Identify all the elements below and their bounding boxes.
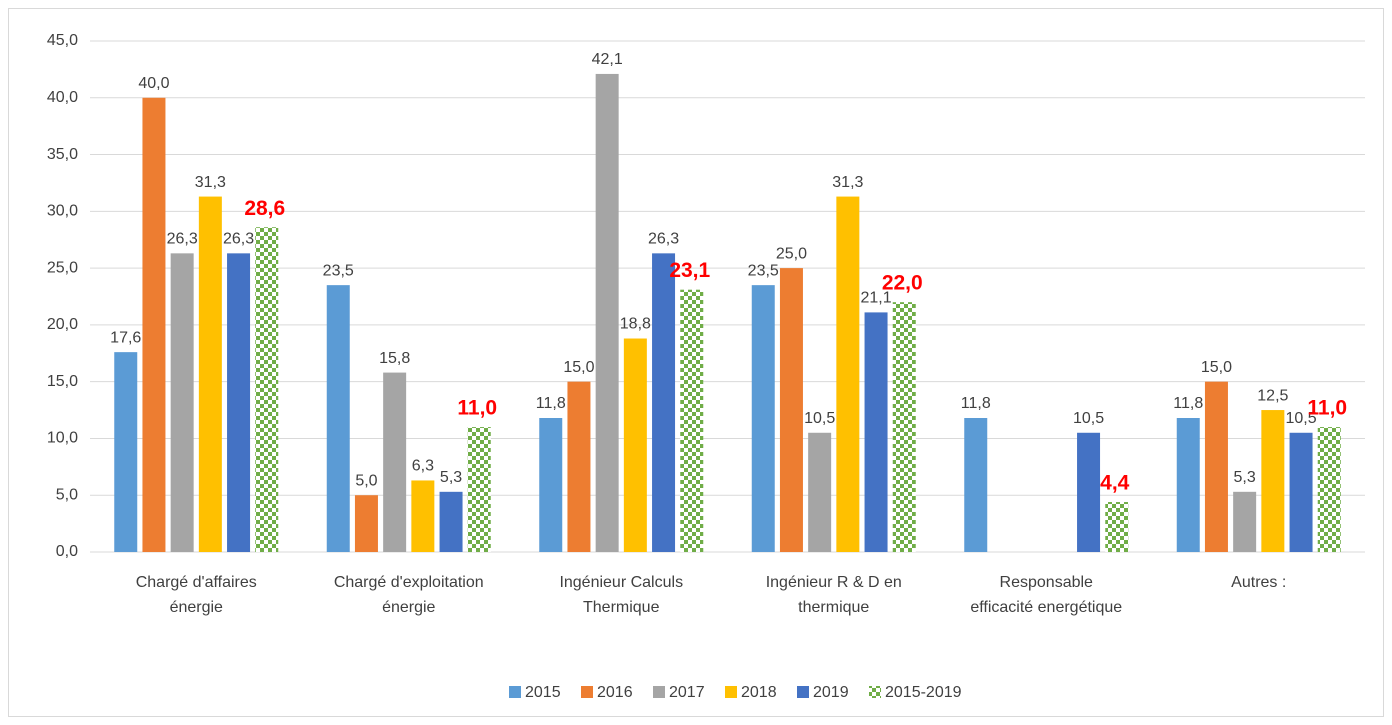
x-tick-label: Chargé d'exploitation énergie: [333, 574, 484, 616]
bar: [836, 196, 860, 552]
data-label: 15,0: [1201, 359, 1232, 376]
bar: [1204, 381, 1228, 552]
bar: [680, 289, 704, 552]
data-label: 31,3: [832, 174, 863, 191]
data-label: 23,1: [669, 259, 710, 282]
legend-swatch: [581, 686, 593, 698]
legend-swatch: [653, 686, 665, 698]
bar: [751, 285, 775, 552]
bar: [539, 418, 563, 552]
bar: [439, 491, 463, 552]
data-label: 26,3: [223, 231, 254, 248]
y-tick-label: 35,0: [47, 146, 78, 163]
chart-border: [8, 8, 1384, 717]
data-label: 10,5: [1285, 410, 1316, 427]
bar: [142, 97, 166, 553]
legend-swatch: [797, 686, 809, 698]
data-label: 11,8: [1173, 395, 1203, 412]
bar: [1105, 502, 1129, 552]
y-tick-label: 30,0: [47, 203, 78, 220]
legend-label: 2018: [741, 684, 777, 701]
data-label: 18,8: [620, 316, 651, 333]
x-tick-label: Autres :: [1231, 574, 1287, 591]
x-tick-label: Responsable efficacité energétique: [970, 574, 1123, 616]
bar: [354, 495, 378, 552]
data-label: 11,0: [1307, 397, 1347, 420]
y-tick-label: 0,0: [56, 543, 78, 560]
bar: [326, 285, 350, 552]
data-label: 28,6: [244, 197, 285, 220]
data-label: 10,5: [804, 410, 835, 427]
data-label: 15,0: [563, 359, 594, 376]
x-tick-label: Ingénieur Calculs Thermique: [559, 574, 684, 616]
bar: [779, 268, 803, 552]
legend-swatch: [509, 686, 521, 698]
legend-swatch: [725, 686, 737, 698]
x-tick-label: Ingénieur R & D en thermique: [765, 574, 902, 616]
data-label: 11,8: [961, 395, 991, 412]
data-label: 26,3: [167, 231, 198, 248]
data-label: 4,4: [1100, 472, 1130, 495]
bar: [1176, 418, 1200, 552]
legend-swatch: [869, 686, 881, 698]
y-tick-label: 20,0: [47, 316, 78, 333]
data-label: 31,3: [195, 174, 226, 191]
bar: [1233, 491, 1257, 552]
y-tick-label: 25,0: [47, 259, 78, 276]
bar: [170, 253, 194, 553]
bar: [467, 427, 491, 552]
data-label: 5,3: [1234, 469, 1256, 486]
data-label: 22,0: [882, 272, 923, 295]
bar: [383, 372, 407, 552]
y-tick-label: 10,0: [47, 430, 78, 447]
legend-label: 2015-2019: [885, 684, 962, 701]
data-label: 5,0: [355, 472, 377, 489]
data-label: 12,5: [1257, 387, 1288, 404]
bar: [892, 302, 916, 552]
data-label: 17,6: [110, 329, 141, 346]
bar: [1289, 432, 1313, 552]
legend-label: 2017: [669, 684, 705, 701]
x-tick-label: Chargé d'affaires énergie: [135, 574, 257, 616]
bar: [964, 418, 988, 552]
bar: [623, 338, 647, 552]
bar: [595, 73, 619, 552]
data-label: 23,5: [323, 262, 354, 279]
data-label: 26,3: [648, 231, 679, 248]
bar: [114, 352, 138, 552]
y-tick-label: 45,0: [47, 32, 78, 49]
data-label: 10,5: [1073, 410, 1104, 427]
data-label: 11,8: [536, 395, 566, 412]
data-label: 21,1: [860, 290, 891, 307]
legend-label: 2016: [597, 684, 633, 701]
legend-label: 2019: [813, 684, 849, 701]
y-tick-label: 15,0: [47, 373, 78, 390]
data-label: 11,0: [457, 397, 497, 420]
bar: [652, 253, 676, 553]
bar: [411, 480, 435, 552]
bar: [255, 227, 279, 552]
data-label: 5,3: [440, 469, 462, 486]
data-label: 15,8: [379, 350, 410, 367]
y-tick-label: 40,0: [47, 89, 78, 106]
bar: [864, 312, 888, 552]
bar: [198, 196, 222, 552]
data-label: 25,0: [776, 245, 807, 262]
bar: [1261, 410, 1285, 552]
bar: [1317, 427, 1341, 552]
bar: [1077, 432, 1101, 552]
data-label: 42,1: [592, 51, 623, 68]
legend-label: 2015: [525, 684, 561, 701]
bar: [227, 253, 251, 553]
data-label: 40,0: [138, 75, 169, 92]
data-label: 23,5: [748, 262, 779, 279]
bar: [808, 432, 832, 552]
y-tick-label: 5,0: [56, 486, 78, 503]
bar: [567, 381, 591, 552]
data-label: 6,3: [412, 458, 434, 475]
